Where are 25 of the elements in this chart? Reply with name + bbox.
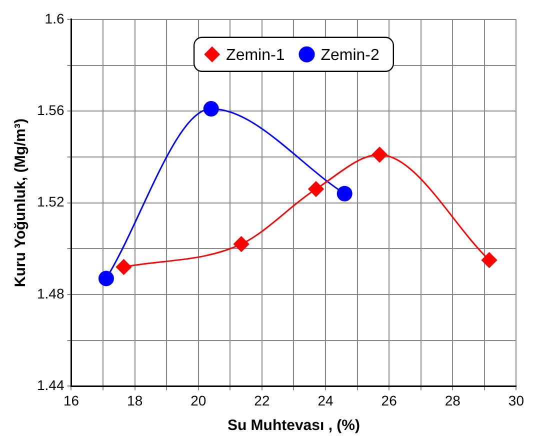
point bbox=[234, 236, 250, 252]
point bbox=[116, 259, 132, 275]
x-tick-label: 28 bbox=[444, 392, 461, 408]
legend-label: Zemin-2 bbox=[320, 46, 380, 64]
point bbox=[481, 252, 497, 268]
y-tick-label: 1.52 bbox=[37, 194, 64, 210]
x-axis-title: Su Muhtevası , (%) bbox=[227, 417, 360, 434]
y-axis-title: Kuru Yoğunluk, (Mg/m³) bbox=[12, 118, 30, 288]
point bbox=[98, 270, 114, 286]
point bbox=[308, 181, 324, 197]
point bbox=[203, 101, 219, 117]
y-tick-label: 1.48 bbox=[37, 285, 64, 302]
y-tick-label: 1.6 bbox=[44, 10, 64, 26]
point bbox=[372, 146, 388, 162]
x-tick-label: 22 bbox=[254, 392, 270, 408]
x-tick-label: 24 bbox=[318, 392, 334, 408]
x-tick-label: 20 bbox=[190, 392, 206, 408]
point bbox=[336, 186, 352, 202]
x-tick-label: 30 bbox=[508, 392, 524, 408]
x-tick-label: 26 bbox=[381, 392, 398, 408]
y-tick-label: 1.44 bbox=[37, 377, 64, 394]
legend-label: Zemin-1 bbox=[226, 46, 285, 64]
x-tick-label: 18 bbox=[127, 392, 143, 408]
x-tick-label: 16 bbox=[63, 392, 80, 408]
y-tick-label: 1.56 bbox=[37, 102, 64, 118]
